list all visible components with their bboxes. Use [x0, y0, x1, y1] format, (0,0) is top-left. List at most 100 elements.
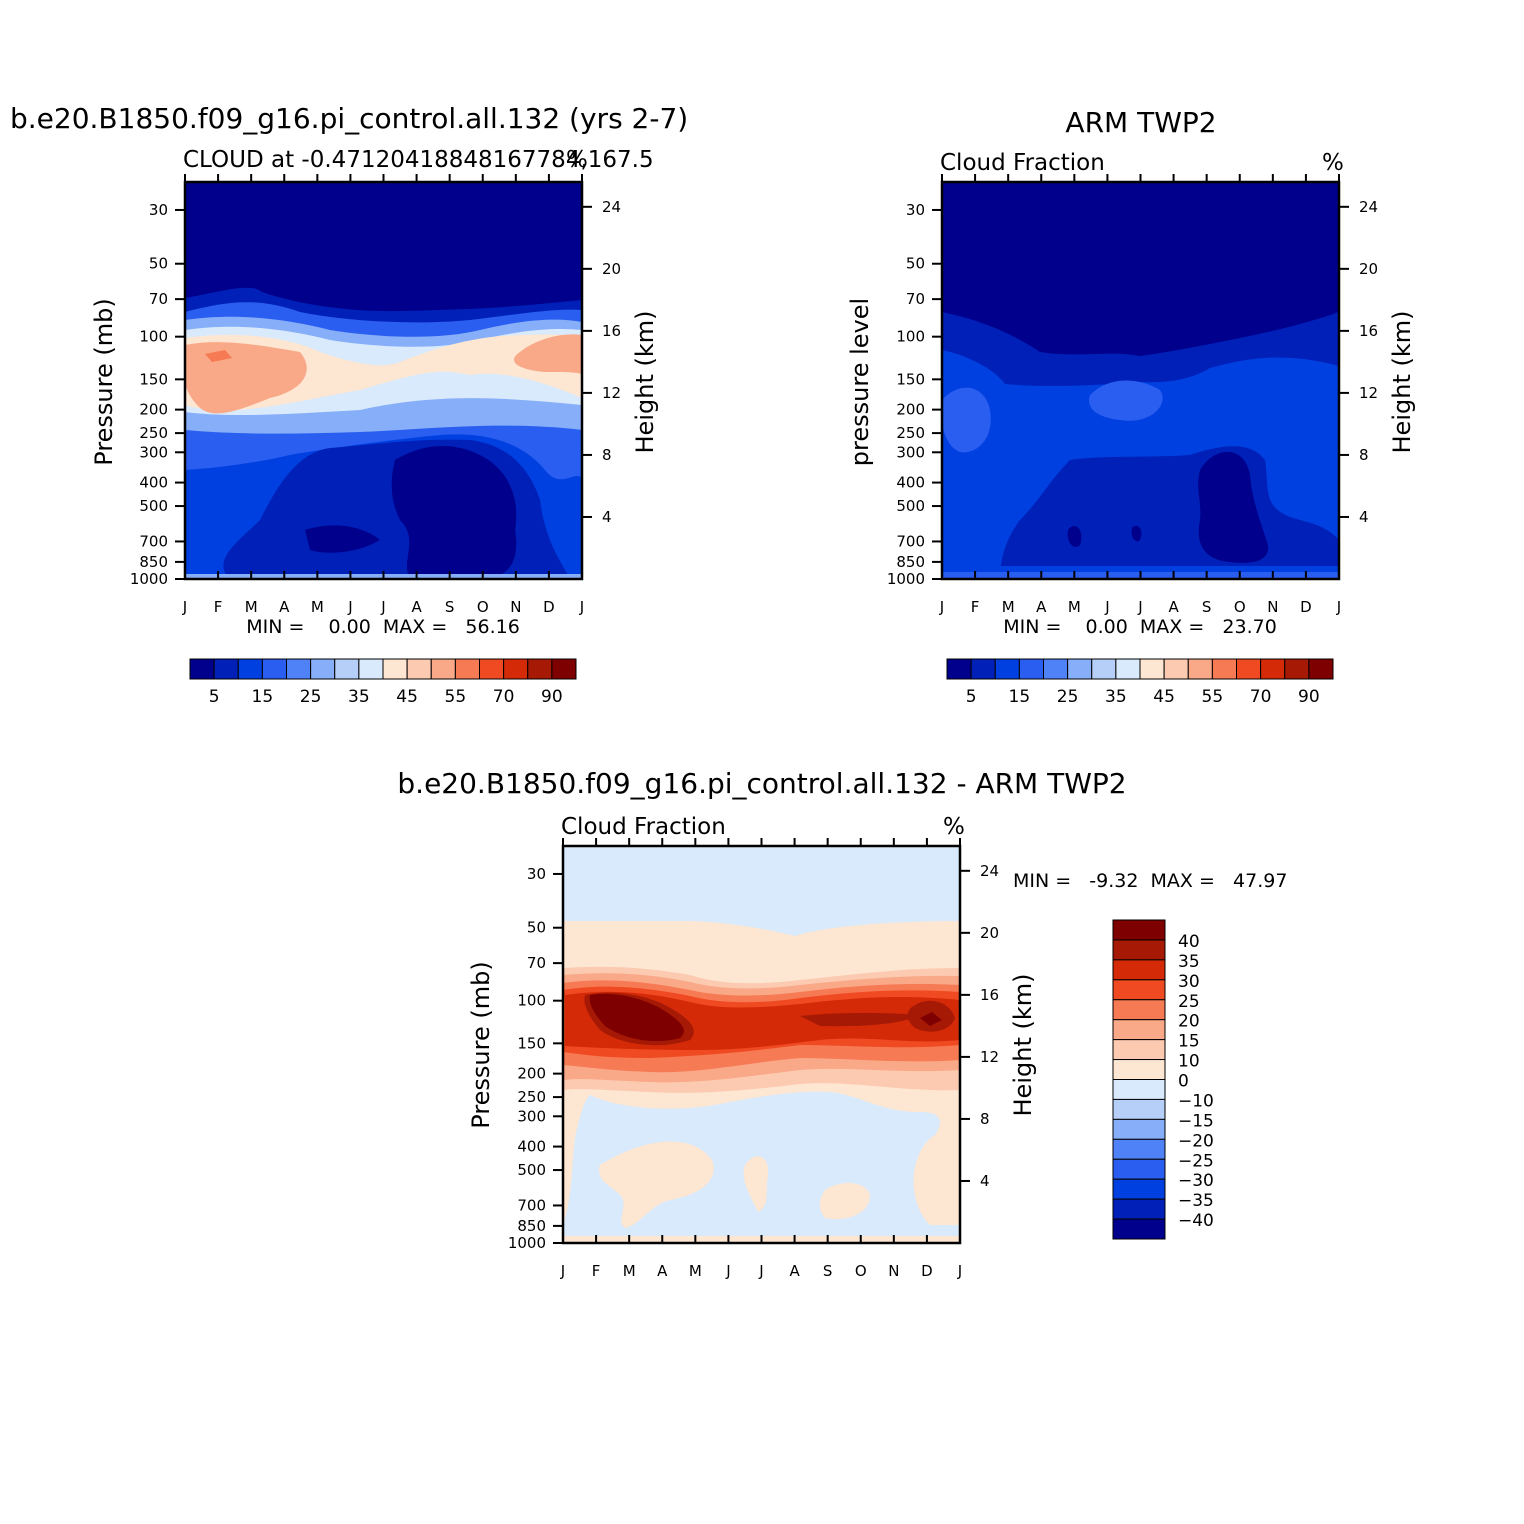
panel-diff-title: b.e20.B1850.f09_g16.pi_control.all.132 -… — [397, 767, 1126, 800]
panel-diff-axes-xtick-label: O — [855, 1262, 867, 1280]
panel-obs-axes-xtick-label: O — [1234, 598, 1246, 616]
panel-diff-axes-ytick-label: 250 — [517, 1088, 546, 1106]
panel-obs-colorbar-swatch — [1043, 658, 1069, 680]
panel-obs: ARM TWP2 Cloud Fraction % pressure level… — [846, 106, 1416, 707]
panel-diff-axes-xtick-label: S — [823, 1262, 833, 1280]
panel-model-colorbar-label: 70 — [493, 687, 515, 707]
panel-model-axes-xtick-label: N — [510, 598, 521, 616]
panel-diff-subtitle: Cloud Fraction — [561, 814, 726, 840]
panel-model-colorbar-label: 5 — [209, 687, 220, 707]
panel-diff-colorbar-swatch — [1112, 1059, 1166, 1080]
panel-model-ylabel: Pressure (mb) — [90, 298, 118, 465]
panel-diff-ylabel-right: Height (km) — [1009, 974, 1037, 1117]
panel-diff-colorbar-swatch — [1112, 919, 1166, 941]
panel-diff-axes-ytick-label: 150 — [517, 1034, 546, 1052]
panel-model: b.e20.B1850.f09_g16.pi_control.all.132 (… — [10, 102, 688, 707]
panel-model-axes-ytick-label: 100 — [139, 328, 168, 346]
panel-obs-axes-xtick-label: J — [939, 598, 944, 616]
panel-obs-axes-ytick-label: 50 — [906, 255, 925, 273]
panel-model-colorbar-label: 45 — [396, 687, 418, 707]
panel-model-colorbar-swatch — [310, 658, 336, 680]
panel-obs-axes-xtick-label: M — [1068, 598, 1081, 616]
panel-model-subtitle: CLOUD at -0.47120418848167784,167.5 — [183, 147, 654, 173]
panel-diff-axes-ytick-label: 70 — [527, 954, 546, 972]
panel-obs-axes-ytick-label: 300 — [896, 443, 925, 461]
panel-diff-colorbar-label: −40 — [1178, 1211, 1214, 1231]
panel-obs-colorbar-swatch — [1308, 658, 1334, 680]
panel-diff-axes-ytick-label: 400 — [517, 1138, 546, 1156]
panel-diff-axes-ytick-label: 200 — [517, 1065, 546, 1083]
panel-diff-axes-ytick-label: 30 — [527, 865, 546, 883]
panel-obs-axes-xtick-label: F — [971, 598, 980, 616]
panel-diff-axes-xtick-label: J — [957, 1262, 962, 1280]
panel-obs-axes-ytick-label: 500 — [896, 497, 925, 515]
panel-obs-colorbar-label: 45 — [1153, 687, 1175, 707]
panel-obs-colorbar-label: 5 — [966, 687, 977, 707]
panel-model-axes-ytick-label: 50 — [149, 255, 168, 273]
panel-model-axes-xtick-label: J — [182, 598, 187, 616]
panel-model-colorbar-swatch — [213, 658, 239, 680]
panel-obs-colorbar: 5 15 25 35 45 55 70 90 — [946, 658, 1334, 707]
panel-obs-colorbar-swatch — [1115, 658, 1141, 680]
panel-diff-colorbar-label: −25 — [1178, 1151, 1214, 1171]
panel-obs-axes-ytick-label: 1000 — [887, 570, 925, 588]
panel-model-axes-ytick-label: 850 — [139, 553, 168, 571]
panel-obs-colorbar-label: 35 — [1105, 687, 1127, 707]
panel-model-axes-ytick-label: 1000 — [130, 570, 168, 588]
panel-model-colorbar-swatch — [358, 658, 384, 680]
panel-diff-colorbar-swatch — [1112, 1039, 1166, 1061]
panel-obs-axes-ytick-label: 100 — [896, 328, 925, 346]
panel-obs-colorbar-swatch — [1211, 658, 1237, 680]
panel-diff-colorbar-swatch — [1112, 999, 1166, 1021]
panel-obs-field — [942, 182, 1339, 579]
panel-model-axes-ytick-label: 300 — [139, 443, 168, 461]
panel-model-colorbar-swatch — [189, 658, 215, 680]
panel-model-axes-ytick-label: 250 — [139, 424, 168, 442]
panel-model-axes-xtick-label: S — [445, 598, 455, 616]
panel-obs-axes-ytick-right-label: 8 — [1359, 446, 1369, 464]
panel-diff-colorbar-swatch — [1112, 959, 1166, 981]
panel-diff-field — [563, 846, 960, 1243]
panel-diff-axes-ytick-label: 1000 — [508, 1234, 546, 1252]
panel-model-colorbar-swatch — [479, 658, 505, 680]
panel-diff-colorbar-swatch — [1112, 1019, 1166, 1041]
panel-diff-units: % — [943, 814, 965, 840]
panel-diff-colorbar-swatch — [1112, 1218, 1166, 1240]
panel-diff-colorbar-label: −10 — [1178, 1091, 1214, 1111]
panel-diff-axes-ytick-label: 700 — [517, 1196, 546, 1214]
panel-obs-colorbar-label: 55 — [1202, 687, 1224, 707]
panel-model-axes-xtick-label: A — [411, 598, 422, 616]
panel-diff-axes-ytick-label: 300 — [517, 1107, 546, 1125]
panel-obs-axes-xtick-label: M — [1002, 598, 1015, 616]
panel-diff: b.e20.B1850.f09_g16.pi_control.all.132 -… — [397, 767, 1287, 1280]
panel-model-colorbar-label: 15 — [252, 687, 274, 707]
panel-obs-axes-xtick-label: J — [1336, 598, 1341, 616]
panel-model-colorbar-swatch — [382, 658, 408, 680]
panel-obs-axes-ytick-label: 200 — [896, 401, 925, 419]
panel-model-units: % — [566, 147, 588, 173]
panel-model-colorbar-swatch — [503, 658, 529, 680]
panel-obs-title: ARM TWP2 — [1065, 106, 1216, 139]
panel-diff-colorbar-swatch — [1112, 1098, 1166, 1120]
panel-model-colorbar-label: 35 — [348, 687, 370, 707]
panel-model-axes-xtick-label: J — [579, 598, 584, 616]
panel-obs-axes-ytick-right-label: 20 — [1359, 260, 1378, 278]
panel-diff-axes-xtick-label: A — [657, 1262, 668, 1280]
panel-obs-colorbar-swatch — [1139, 658, 1165, 680]
panel-obs-colorbar-swatch — [1091, 658, 1117, 680]
panel-diff-axes-ytick-right-label: 24 — [980, 862, 999, 880]
panel-obs-colorbar-label: 25 — [1057, 687, 1079, 707]
panel-diff-colorbar-swatch — [1112, 1079, 1166, 1100]
panel-diff-axes-ytick-right-label: 12 — [980, 1048, 999, 1066]
panel-obs-axes-ytick-right-label: 4 — [1359, 508, 1369, 526]
panel-diff-ylabel: Pressure (mb) — [467, 961, 495, 1128]
panel-model-colorbar-swatch — [261, 658, 287, 680]
panel-model-axes-ytick-right-label: 24 — [602, 198, 621, 216]
panel-obs-colorbar-label: 90 — [1298, 687, 1320, 707]
panel-diff-colorbar-label: −30 — [1178, 1171, 1214, 1191]
panel-model-colorbar-swatch — [286, 658, 312, 680]
